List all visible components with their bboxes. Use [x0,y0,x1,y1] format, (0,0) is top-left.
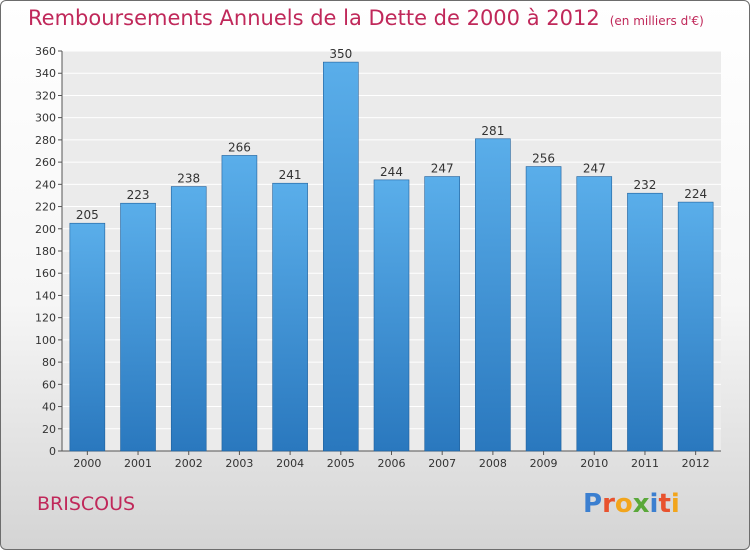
bar [221,155,258,452]
bar-value-label: 244 [380,165,403,179]
bar [475,138,511,452]
y-tick-label: 200 [35,223,56,236]
bar [677,201,714,452]
chart-title-text: Remboursements Annuels de la Dette de 20… [28,6,600,30]
x-tick-label: 2007 [428,457,456,470]
bar-value-label: 266 [228,140,251,154]
x-tick-label: 2006 [378,457,406,470]
bar-value-label: 238 [177,172,200,186]
bar-value-label: 247 [583,162,606,176]
logo-letter: x [632,489,650,519]
x-tick-label: 2002 [175,457,203,470]
y-tick-label: 0 [49,445,56,458]
y-tick-label: 160 [35,267,56,280]
x-tick-label: 2009 [530,457,558,470]
bar [69,222,106,452]
bar-value-label: 350 [329,47,352,61]
y-tick-label: 360 [35,45,56,58]
logo-letter: o [614,489,633,519]
proxiti-logo: Proxiti [583,489,680,519]
bar [272,182,308,452]
x-tick-label: 2005 [327,457,355,470]
y-tick-label: 300 [35,112,56,125]
y-tick-label: 20 [42,423,56,436]
y-tick-label: 100 [35,334,56,347]
commune-name: BRISCOUS [37,493,136,515]
chart-title: Remboursements Annuels de la Dette de 20… [28,6,704,30]
bar [170,186,207,452]
bar-value-label: 223 [127,188,150,202]
y-tick-label: 40 [42,401,56,414]
bar [120,202,156,452]
bar [525,166,562,452]
bar-value-label: 247 [431,162,454,176]
logo-letter: r [602,489,615,519]
logo-letter: i [649,489,659,519]
y-tick-label: 60 [42,378,56,391]
y-tick-label: 280 [35,134,56,147]
bar [576,176,613,452]
bar-value-label: 281 [481,124,504,138]
y-tick-label: 120 [35,312,56,325]
y-tick-label: 240 [35,178,56,191]
logo-letter: i [670,489,680,519]
x-tick-label: 2003 [225,457,253,470]
bar-value-label: 232 [634,178,657,192]
bar [323,61,359,452]
x-tick-label: 2010 [580,457,608,470]
y-tick-label: 340 [35,67,56,80]
x-tick-label: 2012 [682,457,710,470]
y-tick-label: 180 [35,245,56,258]
bar [373,179,410,452]
x-tick-label: 2001 [124,457,152,470]
bar [627,192,663,452]
bar-value-label: 241 [279,168,302,182]
x-tick-label: 2004 [276,457,304,470]
y-tick-label: 220 [35,201,56,214]
logo-letter: P [583,489,603,519]
x-tick-label: 2011 [631,457,659,470]
x-tick-label: 2008 [479,457,507,470]
y-tick-label: 260 [35,156,56,169]
x-tick-label: 2000 [73,457,101,470]
bar-value-label: 224 [684,187,707,201]
bar-value-label: 256 [532,152,555,166]
bar-value-label: 205 [76,208,99,222]
logo-letter: t [658,489,671,519]
chart-unit-note: (en milliers d'€) [609,14,704,28]
bar [424,176,460,452]
y-tick-label: 140 [35,289,56,302]
y-tick-label: 320 [35,89,56,102]
y-tick-label: 80 [42,356,56,369]
